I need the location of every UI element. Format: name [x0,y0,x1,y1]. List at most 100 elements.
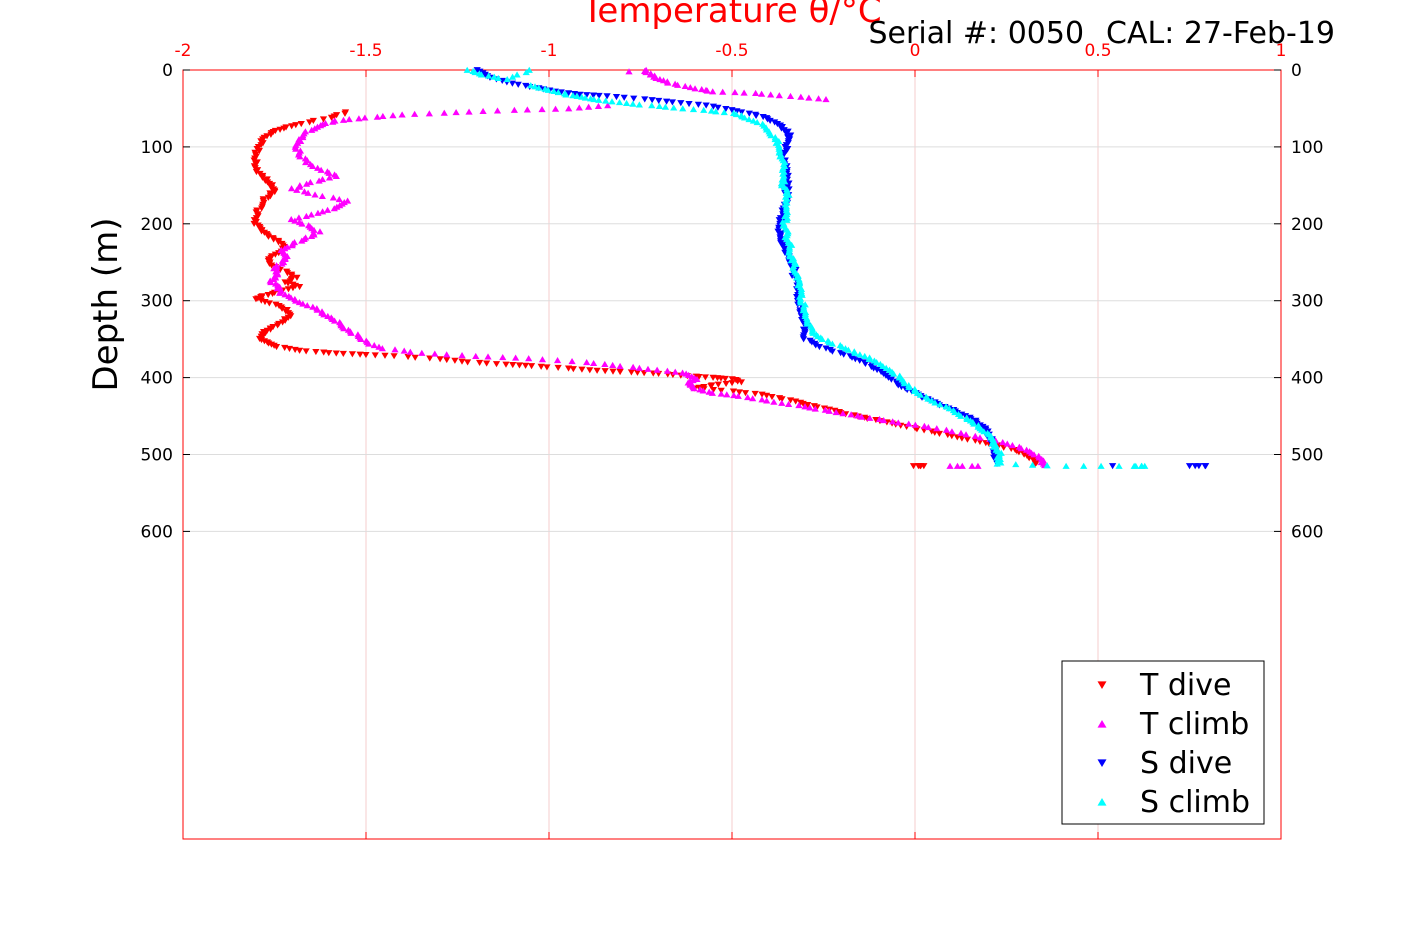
data-point [652,74,660,81]
data-point [406,348,414,355]
data-point [1132,462,1140,469]
data-point [492,361,501,368]
data-point [848,354,856,361]
data-point [655,102,664,110]
data-point [976,434,984,441]
data-point [774,228,782,235]
data-point [732,110,740,118]
data-point [822,345,830,352]
data-point [805,94,813,101]
data-point [484,72,493,79]
data-point [503,75,511,83]
data-point [252,296,260,303]
data-point [797,93,805,100]
data-point [770,398,778,405]
data-point [293,186,301,193]
data-point [734,392,742,399]
data-point [612,94,621,101]
data-point [258,174,267,181]
data-point [677,100,685,107]
y-tick-label-right: 300 [1291,292,1323,312]
data-point [1097,462,1105,469]
y-tick-label-left: 100 [141,138,173,158]
data-point [553,357,562,364]
data-point [856,351,864,358]
data-point [744,393,752,401]
data-point [663,367,672,374]
data-point [828,348,836,355]
data-point [702,102,710,109]
data-point [653,366,661,373]
data-point [635,364,644,371]
data-point [458,358,466,365]
data-point [671,368,679,375]
data-point [371,352,379,359]
data-point [801,403,809,410]
data-point [361,114,369,121]
data-point [302,159,310,166]
data-point [281,291,289,298]
data-point [316,228,324,235]
data-point [873,367,881,374]
data-point [741,390,750,397]
data-point [609,361,617,368]
data-point [443,351,451,358]
data-point [963,436,972,443]
data-point [700,106,708,113]
data-point [1080,462,1088,469]
data-point [749,117,757,124]
data-point [933,425,941,432]
data-point [616,362,624,369]
data-point [477,71,486,78]
data-point [787,132,795,139]
data-point [920,422,929,429]
data-point [523,106,531,113]
data-point [585,103,593,110]
data-point [924,423,932,431]
data-point [551,105,560,112]
data-point [287,215,295,223]
data-point [670,104,678,111]
data-point [1062,462,1070,469]
data-point [690,385,698,392]
data-point [319,116,328,123]
data-point [335,195,343,203]
data-point [373,113,381,120]
legend-label: T dive [1139,668,1231,703]
data-point [709,387,718,394]
data-point [957,412,965,419]
cal-text: CAL: 27-Feb-19 [1106,16,1335,51]
data-point [293,274,301,281]
data-point [494,74,502,81]
data-point [318,192,326,199]
data-point [707,383,715,390]
x-tick-label: -1.5 [349,41,382,61]
data-point [297,120,305,128]
data-point [723,391,731,398]
legend-marker [1097,759,1107,768]
data-point [348,351,356,358]
data-point [357,335,365,343]
y-tick-label-left: 400 [141,369,173,389]
data-point [314,164,322,171]
data-point [508,73,517,80]
data-point [318,208,327,215]
data-point [900,380,908,387]
data-point [825,407,833,414]
data-point [347,329,355,336]
data-point [648,102,656,109]
data-point [332,350,340,357]
data-point [699,387,707,394]
series-t-climb [266,66,1049,469]
data-point [909,463,918,470]
data-point [543,364,551,371]
data-point [951,408,959,416]
data-point [758,396,766,403]
data-point [740,89,748,96]
data-point [378,345,386,352]
data-point [648,97,656,104]
data-point [1030,451,1038,458]
data-point [590,95,598,103]
data-points [250,66,1210,470]
data-point [586,367,594,374]
